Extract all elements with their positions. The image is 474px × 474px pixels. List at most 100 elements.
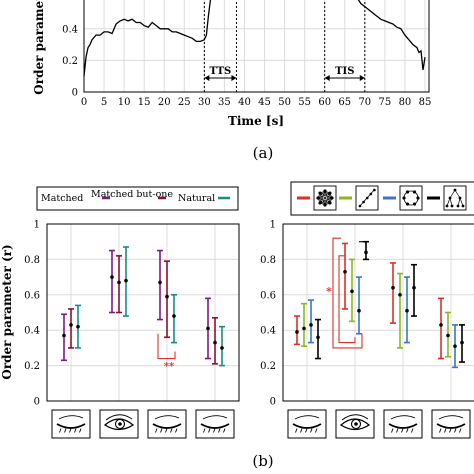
network-node [318, 191, 322, 195]
x-tick-label: 75 [379, 97, 392, 108]
eyelash [391, 428, 394, 433]
eyelash [69, 428, 72, 433]
eyelash [310, 428, 313, 433]
mean-marker [446, 333, 450, 338]
x-tick-label: 15 [138, 97, 151, 108]
eyelash [454, 428, 457, 433]
tree-edge [449, 189, 456, 199]
eyelash [170, 428, 173, 433]
legend-label-matched: Matched [41, 193, 83, 204]
x-tick-label: 50 [278, 97, 291, 108]
eyelash [213, 428, 216, 433]
mean-marker [69, 323, 73, 327]
plot-frame [282, 223, 474, 402]
significance-markers: * [326, 237, 367, 349]
y-tick-label: 0 [72, 88, 78, 99]
tree-node [458, 196, 462, 200]
ring-network-icon [399, 185, 423, 211]
y-tick-label: 0.2 [24, 361, 40, 372]
significance-label: * [326, 285, 332, 298]
error-bar [404, 276, 410, 344]
x-tick-label: 65 [338, 97, 351, 108]
eyelash [175, 428, 178, 433]
error-bar [109, 249, 115, 314]
eyelid [105, 414, 133, 421]
chain-node [373, 188, 376, 192]
error-bar [171, 293, 177, 344]
x-tick-label: 25 [178, 97, 191, 108]
y-tick-label: 0.8 [260, 255, 276, 266]
closed-lid [152, 423, 182, 429]
legend: Matched Matched but-one Natural [36, 186, 239, 211]
legend [290, 181, 474, 216]
error-bar [397, 272, 403, 349]
mean-marker [398, 293, 402, 297]
ring-node [402, 196, 406, 200]
chain-node [358, 204, 362, 208]
ring-node [412, 190, 417, 194]
tree-node [448, 196, 452, 200]
tree-edge [446, 197, 451, 207]
eye-closed-icon [383, 409, 423, 439]
network-node [318, 201, 322, 205]
x-tick-label: 40 [238, 97, 251, 108]
network-node [316, 196, 320, 200]
mean-marker [460, 340, 464, 345]
mean-marker [117, 280, 121, 285]
eyelash [59, 428, 62, 433]
y-tick-label: 0 [34, 397, 40, 408]
annotation-label: TIS [335, 66, 354, 77]
grid [83, 0, 429, 93]
eyelash [406, 428, 409, 433]
mean-marker [110, 275, 114, 279]
x-tick-label: 30 [198, 97, 211, 108]
chain-node [369, 192, 373, 196]
error-bar [452, 324, 458, 369]
plot-frame [46, 223, 240, 402]
x-tick-label: 0 [81, 97, 87, 108]
closed-lid [56, 423, 86, 429]
mean-marker [405, 308, 409, 313]
network-edge [324, 192, 331, 206]
error-bar [315, 318, 321, 360]
panel-b-right-errorbar-chart: 0 0.2 0.4 0.6 0.8 1 * [260, 181, 474, 439]
y-tick-label: 0.8 [24, 255, 40, 266]
eyelash [444, 428, 447, 433]
error-bar [68, 308, 74, 349]
x-tick-label: 5 [101, 97, 107, 108]
eye-closed-icon [195, 409, 235, 439]
annotation-arrowheads [324, 75, 365, 81]
y-tick-label: 1 [34, 220, 40, 231]
mean-marker [165, 294, 169, 299]
network-node [328, 191, 332, 195]
network-edge [319, 192, 331, 204]
pupil [354, 422, 358, 426]
significance-markers: ** [157, 333, 176, 373]
brow-crease [294, 415, 320, 420]
eye-closed-icon [287, 409, 327, 439]
error-bar [308, 299, 314, 344]
ring-node [405, 202, 410, 206]
eyelash [411, 428, 414, 433]
y-tick-label: 0 [270, 397, 276, 408]
tick-labels: 0 5 10 15 20 25 30 35 40 45 50 55 60 65 70 75 80 85 0 0.2 0.… [62, 24, 431, 108]
icon-frame [443, 185, 467, 211]
tree-edge [459, 197, 464, 207]
category-icons [287, 409, 471, 439]
x-tick-label: 45 [258, 97, 271, 108]
eyelash [155, 428, 158, 433]
eyelash [401, 428, 404, 433]
icon-frame [399, 185, 423, 211]
eye-open-icon [99, 409, 139, 439]
grid [47, 223, 239, 402]
y-tick-label: 0.2 [260, 361, 276, 372]
brow-crease [202, 415, 228, 420]
mean-marker [295, 330, 299, 334]
legend-box [36, 186, 239, 211]
eyelash [74, 428, 77, 433]
caption-a: (a) [253, 144, 274, 162]
error-bar [219, 325, 225, 367]
mean-marker [124, 278, 128, 283]
eyelash [160, 428, 163, 433]
